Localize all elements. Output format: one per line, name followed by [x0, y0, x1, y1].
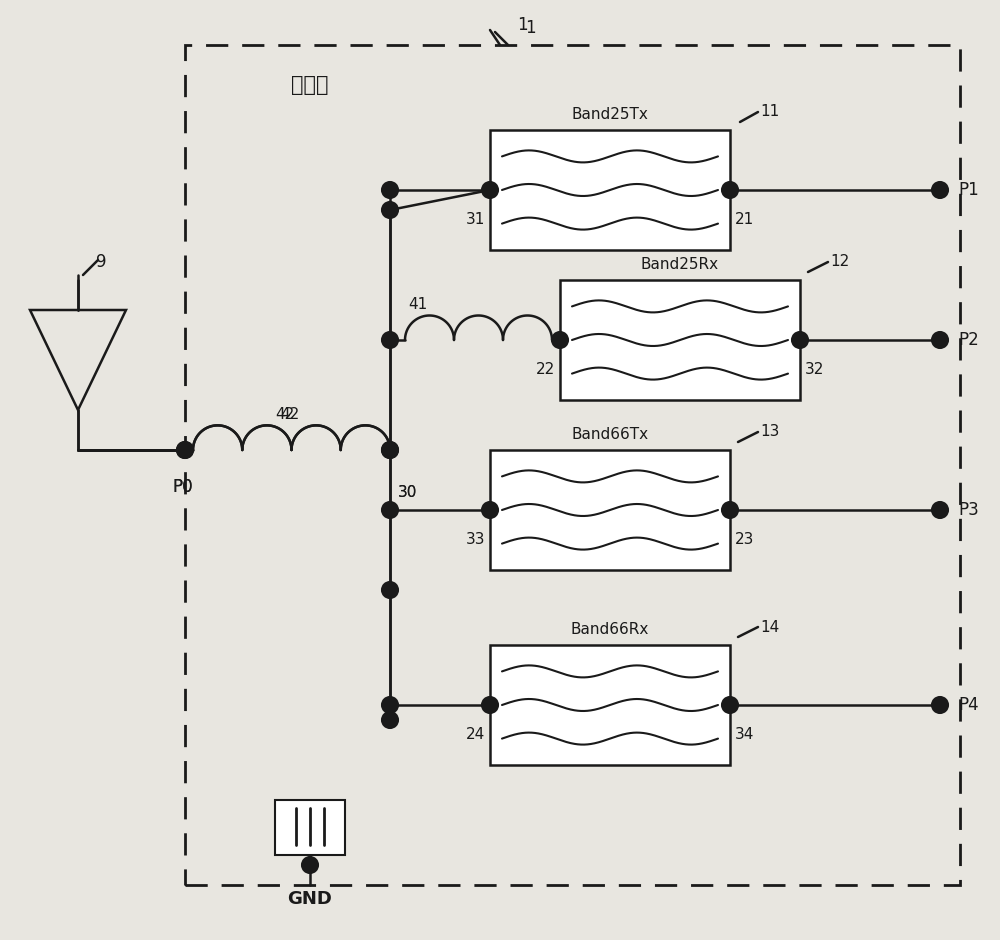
Text: 9: 9 [96, 253, 106, 271]
Circle shape [177, 442, 193, 458]
Text: Band25Tx: Band25Tx [572, 107, 648, 122]
Text: 42: 42 [275, 407, 295, 422]
Text: 33: 33 [466, 532, 485, 547]
Text: 41: 41 [408, 297, 427, 312]
Text: 23: 23 [735, 532, 754, 547]
Circle shape [382, 502, 398, 518]
Text: 30: 30 [398, 485, 417, 500]
Bar [490, 645, 730, 765]
Bar [490, 130, 730, 250]
Text: 32: 32 [805, 362, 824, 377]
Circle shape [932, 697, 948, 713]
Text: 21: 21 [735, 212, 754, 227]
Circle shape [177, 442, 193, 458]
Text: 14: 14 [760, 619, 779, 634]
Text: 24: 24 [466, 727, 485, 742]
Circle shape [302, 857, 318, 873]
Circle shape [382, 697, 398, 713]
Circle shape [382, 182, 398, 198]
Text: 1: 1 [525, 19, 535, 37]
Circle shape [382, 202, 398, 218]
Text: Band66Rx: Band66Rx [571, 622, 649, 637]
Circle shape [382, 442, 398, 458]
Bar [490, 450, 730, 570]
Circle shape [482, 182, 498, 198]
Text: 30: 30 [398, 485, 417, 500]
Text: P0: P0 [173, 478, 193, 496]
Text: 22: 22 [536, 362, 555, 377]
Text: P3: P3 [958, 501, 979, 519]
Text: Band25Rx: Band25Rx [641, 257, 719, 272]
Circle shape [382, 442, 398, 458]
Circle shape [382, 582, 398, 598]
Circle shape [932, 182, 948, 198]
Circle shape [482, 502, 498, 518]
Circle shape [482, 697, 498, 713]
Circle shape [382, 712, 398, 728]
Text: 12: 12 [830, 255, 849, 270]
Circle shape [722, 502, 738, 518]
Text: 多工器: 多工器 [291, 75, 329, 95]
Circle shape [792, 332, 808, 348]
Text: 11: 11 [760, 104, 779, 119]
Circle shape [932, 332, 948, 348]
Bar [560, 280, 800, 400]
Circle shape [552, 332, 568, 348]
Circle shape [382, 332, 398, 348]
Bar [275, 800, 345, 855]
Text: 13: 13 [760, 425, 779, 440]
Text: P4: P4 [958, 696, 979, 714]
Text: 34: 34 [735, 727, 754, 742]
Text: Band66Tx: Band66Tx [571, 427, 649, 442]
Text: 42: 42 [280, 407, 300, 422]
Text: 1: 1 [517, 16, 527, 34]
Circle shape [722, 182, 738, 198]
Text: P0: P0 [173, 478, 193, 496]
Text: P1: P1 [958, 181, 979, 199]
Bar [185, 45, 960, 885]
Text: P2: P2 [958, 331, 979, 349]
Circle shape [932, 502, 948, 518]
Circle shape [722, 697, 738, 713]
Text: GND: GND [288, 890, 332, 908]
Text: 31: 31 [466, 212, 485, 227]
